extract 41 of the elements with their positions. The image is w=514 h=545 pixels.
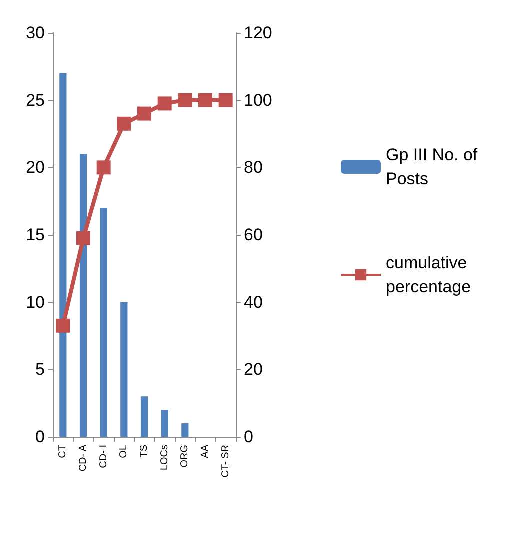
bar: [140, 396, 148, 437]
bar: [161, 410, 168, 437]
y-tick-label: 25: [26, 90, 45, 110]
point: [218, 93, 233, 108]
y2-tick-label: 40: [244, 292, 263, 312]
legend-label: Gp III No. of Posts: [386, 146, 482, 188]
y2-tick-label: 0: [244, 428, 254, 446]
y-tick-label: 10: [26, 292, 45, 312]
x-tick-label: CD- I: [98, 445, 110, 468]
y-tick-label: 20: [26, 158, 45, 178]
point: [117, 116, 132, 131]
bar: [182, 424, 189, 437]
point: [178, 93, 192, 108]
x-tick-label: OL: [118, 444, 130, 458]
x-tick-label: ORG: [180, 444, 191, 468]
y-tick-label: 15: [26, 226, 45, 244]
point: [56, 318, 70, 333]
y2-tick-label: 120: [244, 24, 272, 42]
y2-tick-label: 100: [244, 90, 272, 110]
y2-tick-label: 60: [244, 226, 263, 244]
y-tick-label: 5: [36, 360, 45, 380]
point: [198, 93, 212, 108]
legend-label: cumulative percentage: [386, 254, 472, 296]
point: [76, 231, 90, 246]
x-tick-label: CT- SR: [220, 445, 232, 478]
y2-tick-label: 80: [244, 158, 263, 178]
point: [96, 160, 111, 175]
x-tick-label: TS: [139, 444, 150, 458]
y2-tick-label: 20: [244, 360, 263, 380]
bar: [100, 208, 108, 437]
point: [158, 96, 172, 111]
x-tick-label: CD- A: [78, 444, 89, 472]
bar: [120, 302, 128, 437]
x-tick-label: AA: [200, 444, 211, 458]
x-tick-label: CT: [58, 445, 69, 458]
bar: [60, 73, 67, 437]
y-tick-label: 0: [36, 428, 45, 446]
x-tick-label: LOCs: [159, 445, 170, 471]
point: [138, 106, 152, 121]
y-tick-label: 30: [26, 24, 45, 42]
bar: [80, 154, 88, 437]
